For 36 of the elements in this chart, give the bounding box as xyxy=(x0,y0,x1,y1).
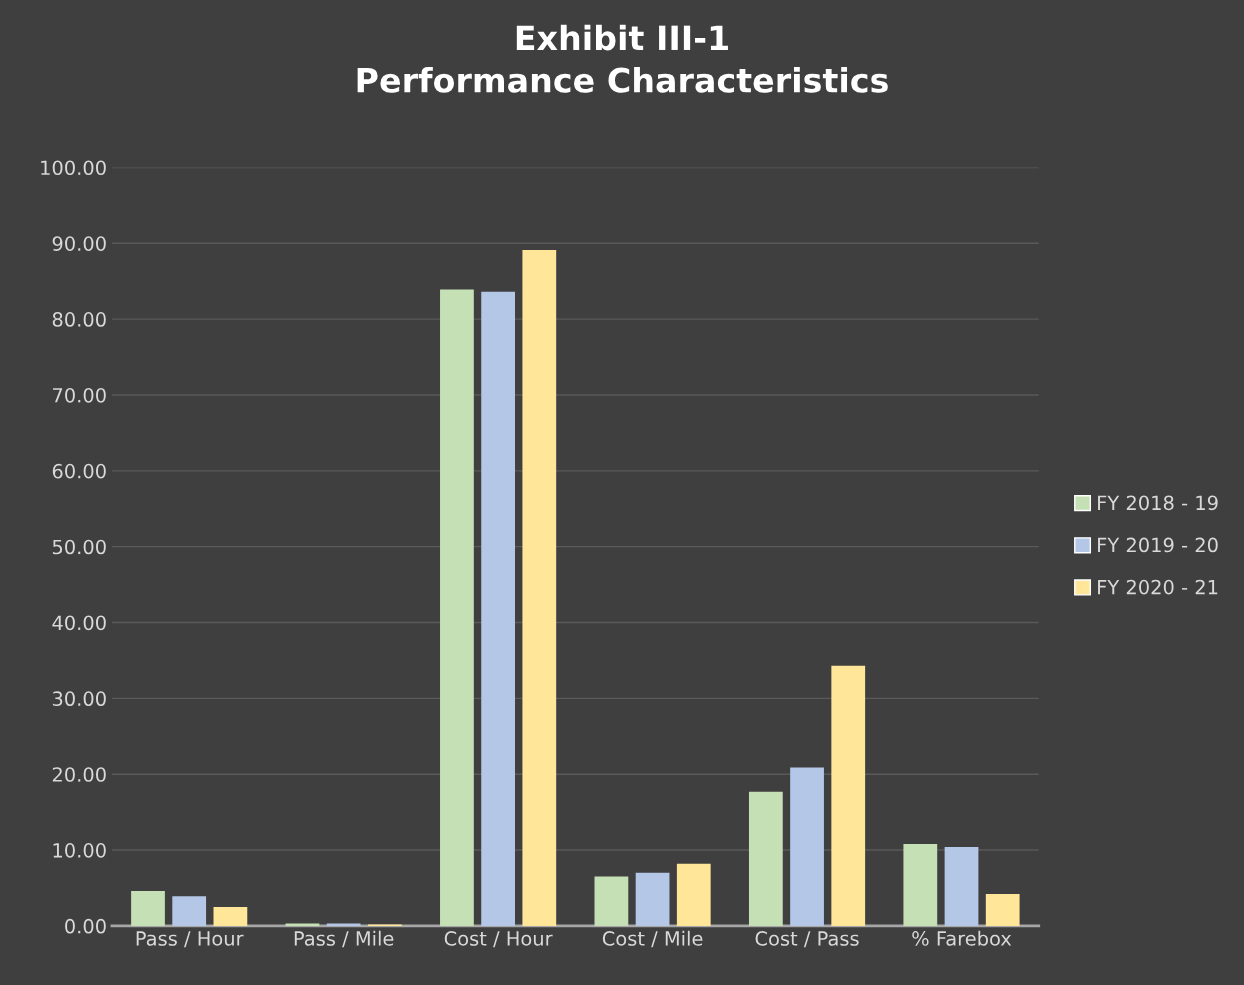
bar xyxy=(440,289,474,926)
bar xyxy=(831,665,866,926)
y-tick-label: 30.00 xyxy=(52,691,106,707)
bar xyxy=(481,291,516,926)
bar xyxy=(131,891,165,926)
y-tick-label: 50.00 xyxy=(52,539,106,555)
bar xyxy=(748,791,783,926)
bar xyxy=(790,767,824,926)
y-tick-label: 10.00 xyxy=(53,843,106,858)
bar xyxy=(172,896,207,926)
x-tick-label: Cost / Pass xyxy=(755,931,859,948)
legend-label: FY 2020 - 21 xyxy=(1098,579,1218,595)
y-tick-label: 90.00 xyxy=(52,236,106,251)
y-tick-label: 20.00 xyxy=(52,767,106,782)
bar xyxy=(903,843,938,926)
bar xyxy=(594,876,629,926)
y-tick-label: 60.00 xyxy=(52,463,106,479)
y-tick-label: 70.00 xyxy=(53,387,106,403)
x-tick-label: Pass / Hour xyxy=(136,931,244,948)
x-tick-label: Cost / Mile xyxy=(602,930,703,948)
bar xyxy=(213,906,248,926)
bar xyxy=(635,872,670,926)
x-tick-label: Pass / Mile xyxy=(294,930,394,948)
bar xyxy=(985,894,1020,926)
y-tick-label: 80.00 xyxy=(52,312,106,327)
x-tick-label: % Farebox xyxy=(912,930,1012,946)
bar xyxy=(676,863,711,926)
y-tick-label: 0.00 xyxy=(65,918,106,934)
legend-label: FY 2019 - 20 xyxy=(1098,537,1218,553)
chart-title: Exhibit III-1 Performance Characteristics xyxy=(357,24,888,93)
y-tick-label: 100.00 xyxy=(41,160,106,176)
y-tick-label: 40.00 xyxy=(52,615,106,631)
x-tick-label: Cost / Hour xyxy=(444,931,553,948)
legend-label: FY 2018 - 19 xyxy=(1098,495,1218,511)
bar xyxy=(944,847,979,926)
bar xyxy=(522,250,557,926)
